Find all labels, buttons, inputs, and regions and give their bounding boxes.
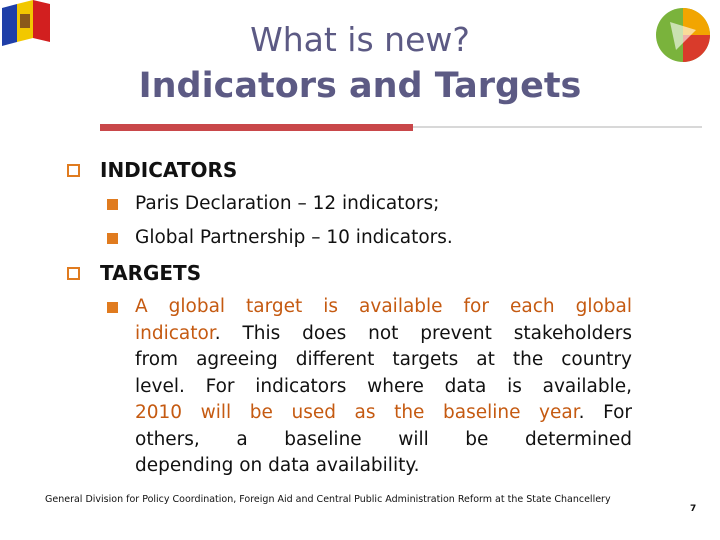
flag: [2, 0, 50, 46]
text-line: indicator. This does not prevent stakeho…: [135, 323, 632, 344]
section-heading: TARGETS: [100, 261, 202, 285]
text-line: depending on data availability.: [135, 455, 632, 476]
text-line: from agreeing different targets at the c…: [135, 349, 632, 370]
text-line: Global Partnership – 10 indicators.: [135, 227, 632, 248]
logo: [656, 8, 710, 62]
bullet: [107, 302, 118, 313]
text: Global Partnership – 10 indicators.: [135, 227, 453, 248]
text: level. For indicators where data is avai…: [135, 375, 632, 397]
text-line: 2010 will be used as the baseline year. …: [135, 402, 632, 423]
footer: General Division for Policy Coordination…: [45, 494, 611, 505]
section-heading: INDICATORS: [100, 158, 238, 182]
text: from agreeing different targets at the c…: [135, 349, 632, 370]
text: Paris Declaration – 12 indicators;: [135, 193, 440, 214]
page-number: 7: [690, 504, 697, 514]
text-line: level. For indicators where data is avai…: [135, 376, 632, 397]
text-line: A global target is available for each gl…: [135, 296, 632, 317]
decor: [2, 0, 710, 131]
text: indicator: [135, 322, 215, 344]
text: 2010 will be used as the baseline year: [135, 402, 579, 423]
text: others, a baseline will be determined: [135, 428, 632, 450]
text-line: others, a baseline will be determined: [135, 429, 632, 450]
text-line: Paris Declaration – 12 indicators;: [135, 193, 632, 214]
bullet: [67, 164, 80, 177]
text: . This does not prevent stakeholders: [214, 322, 632, 344]
title: What is new?: [250, 20, 470, 59]
bullet: [67, 267, 80, 280]
bullet: [107, 199, 118, 210]
text: depending on data availability.: [135, 455, 420, 476]
title-bar: [100, 124, 413, 131]
text: A global target is available for each gl…: [135, 296, 632, 317]
title: Indicators and Targets: [138, 66, 582, 106]
text: . For: [578, 402, 632, 423]
bullet: [107, 233, 118, 244]
